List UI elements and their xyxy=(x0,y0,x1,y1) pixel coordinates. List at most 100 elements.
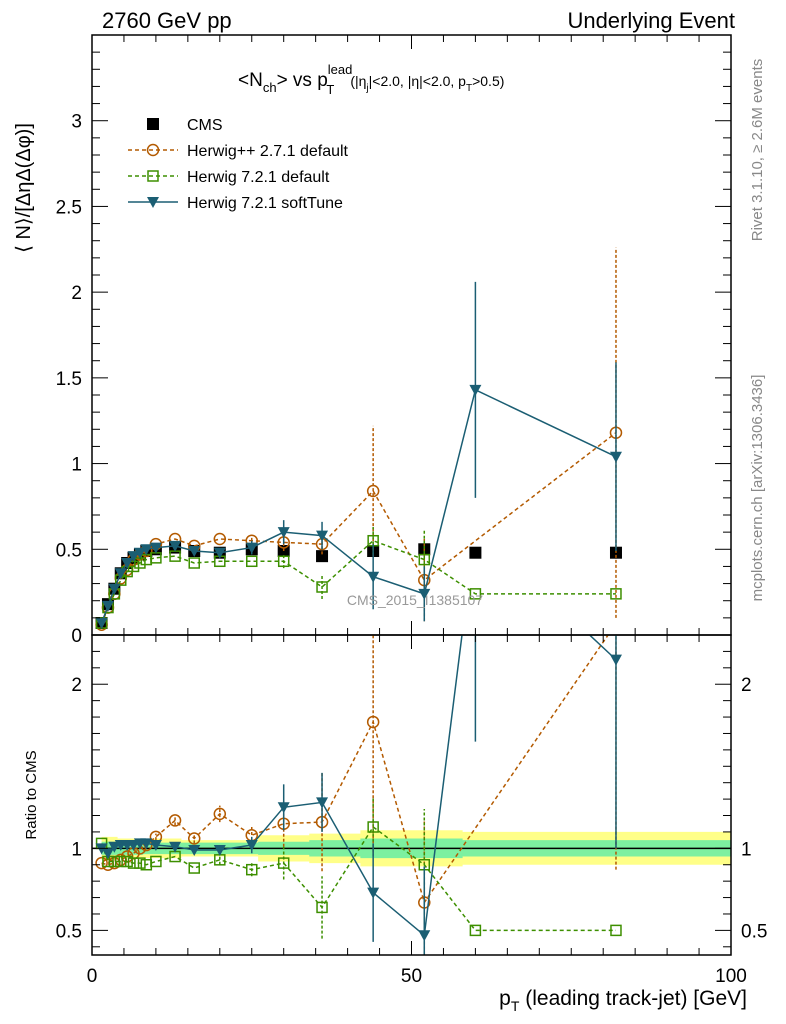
main-series-1-point xyxy=(366,484,380,498)
main-panel: 0 0.5 1 1.5 2 2.5 3 xyxy=(56,34,732,647)
main-series-3-point xyxy=(101,600,114,612)
ratio-series-2-point xyxy=(367,887,380,899)
main-series-3-line xyxy=(100,388,617,624)
ratio-series-2-point xyxy=(609,654,622,666)
ratio-series-0-point xyxy=(187,832,201,845)
ratio-series-1-point xyxy=(115,855,127,868)
ratio-series-1-point xyxy=(108,855,121,868)
ratio-series-2-point xyxy=(469,523,481,534)
main-title: <Nch> vs plead T(|ηj|<2.0, |η|<2.0, pT>0.… xyxy=(238,62,504,97)
main-series-1-point xyxy=(213,532,227,546)
main-series-2-point xyxy=(277,555,290,568)
main-series-3-point xyxy=(108,583,121,595)
main-series-3-point xyxy=(127,551,140,563)
main-series-3-point xyxy=(316,530,329,542)
ratio-y-tick-label-right: 1 xyxy=(741,839,752,860)
watermark: CMS_2015_I1385107 xyxy=(347,592,483,608)
legend: CMS Herwig++ 2.7.1 default Herwig 7.2.1 de… xyxy=(128,117,349,212)
header-left-title: 2760 GeV pp xyxy=(102,8,232,33)
ratio-y-tick-label-right: 0.5 xyxy=(741,921,767,942)
ratio-series-2-point xyxy=(316,797,329,809)
legend-label-2: Herwig 7.2.1 default xyxy=(187,169,330,186)
ratio-series-1-point xyxy=(188,862,200,874)
ratio-series-0-point xyxy=(213,807,227,821)
main-series-3-point xyxy=(469,384,482,396)
main-series-2-point xyxy=(469,588,482,600)
legend-marker-1 xyxy=(146,143,160,157)
ratio-y-tick-label-right: 2 xyxy=(741,675,752,696)
ratio-series-1-point xyxy=(277,857,290,869)
ratio-series-1-point xyxy=(150,855,162,868)
main-series-3-point xyxy=(149,542,162,554)
main-y-tick-label: 0.5 xyxy=(56,540,82,561)
main-series-2-point xyxy=(246,555,258,568)
ratio-series-0-point xyxy=(610,618,621,629)
main-series-3-point xyxy=(418,588,431,600)
ratio-y-tick-label: 1 xyxy=(71,839,82,860)
main-ylabel: ⟨ N⟩/[ΔηΔ(Δφ)] xyxy=(13,123,35,253)
ratio-series-2-point xyxy=(213,844,226,856)
main-series-3-point xyxy=(114,568,127,580)
main-y-tick-label: 2 xyxy=(71,283,82,304)
ratio-series-1-point xyxy=(121,855,133,868)
header-right-title: Underlying Event xyxy=(567,8,735,33)
main-y-tick-label: 2.5 xyxy=(56,197,82,218)
ratio-series-2-point xyxy=(245,840,258,852)
ratio-series-1-point xyxy=(134,857,146,869)
ratio-panel: 0 50 100 0.5 0.5 1 1 2 2 xyxy=(56,523,767,987)
main-series-3-point xyxy=(95,618,108,629)
main-series-3-point xyxy=(133,547,146,559)
main-series-3-point xyxy=(188,546,201,557)
ratio-series-1-line xyxy=(100,825,616,932)
x-tick-label: 100 xyxy=(715,966,747,987)
x-tick-label: 50 xyxy=(401,966,422,987)
ratio-series-2-point xyxy=(418,930,431,942)
main-y-tick-label: 0 xyxy=(71,626,82,647)
ratio-ylabel: Ratio to CMS xyxy=(23,750,40,839)
ratio-series-2-point xyxy=(101,848,114,860)
main-y-tick-label: 3 xyxy=(71,112,82,133)
ratio-series-0-point xyxy=(95,856,108,870)
ratio-series-1-point xyxy=(127,857,140,869)
main-series-0-point xyxy=(469,546,482,559)
ratio-series-0-point xyxy=(366,715,380,729)
ratio-series-1-point xyxy=(610,924,622,937)
ratio-y-tick-label: 2 xyxy=(71,675,82,696)
ratio-series-0-point xyxy=(168,814,182,827)
legend-label-3: Herwig 7.2.1 softTune xyxy=(187,195,343,212)
ratio-frame xyxy=(91,634,732,956)
ratio-series-2-point xyxy=(277,802,290,814)
legend-label-0: CMS xyxy=(187,117,223,134)
main-y-tick-label: 1.5 xyxy=(56,369,82,390)
ratio-series-1-point xyxy=(246,863,258,876)
main-series-2-point xyxy=(610,588,622,600)
rivet-label: Rivet 3.1.10, ≥ 2.6M events xyxy=(749,59,766,242)
main-y-tick-label: 1 xyxy=(71,455,82,476)
main-series-1-line xyxy=(100,432,617,625)
main-series-2-point xyxy=(418,553,431,566)
legend-marker-2 xyxy=(147,170,159,182)
main-series-3-point xyxy=(277,527,290,539)
ratio-y-tick-label: 0.5 xyxy=(56,921,82,942)
ratio-series-1-point xyxy=(367,821,379,833)
main-series-2-point xyxy=(316,581,328,593)
main-series-0-point xyxy=(316,550,329,563)
main-series-2-point xyxy=(188,557,200,569)
main-series-group xyxy=(95,247,623,631)
main-series-3-point xyxy=(609,451,622,463)
x-tick-label: 0 xyxy=(87,966,98,987)
main-series-3-point xyxy=(169,540,182,552)
main-series-3-point xyxy=(121,558,134,569)
legend-marker-0 xyxy=(147,118,159,130)
ratio-series-2-line xyxy=(101,635,617,937)
legend-label-1: Herwig++ 2.7.1 default xyxy=(187,143,349,160)
main-series-3-point xyxy=(213,547,226,559)
main-series-3-point xyxy=(367,571,380,583)
ratio-series-2-point xyxy=(169,841,182,853)
ratio-series-2-point xyxy=(188,844,201,856)
mcplots-label: mcplots.cern.ch [arXiv:1306.3436] xyxy=(749,375,766,602)
ratio-series-group xyxy=(95,523,622,955)
ratio-series-2-point xyxy=(140,838,153,850)
ratio-series-1-point xyxy=(469,924,482,937)
